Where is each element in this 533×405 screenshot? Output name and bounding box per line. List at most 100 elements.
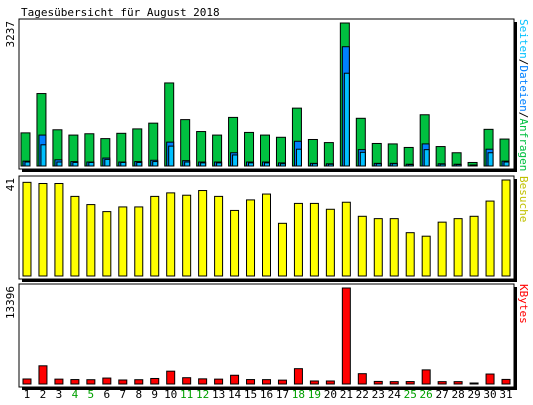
bar-kbytes-kbytes-day-25 (405, 381, 415, 385)
bar-visits-besuche-day-23 (373, 218, 383, 277)
bar-visits-besuche-day-31 (501, 179, 511, 277)
x-tick-label: 10 (164, 388, 177, 401)
x-tick-label: 13 (212, 388, 225, 401)
bar-kbytes-kbytes-day-5 (86, 379, 96, 385)
panel-kbytes-frame (18, 283, 515, 388)
bar-hits-seiten-day-26 (423, 149, 430, 167)
x-tick-label: 31 (499, 388, 512, 401)
bar-kbytes-kbytes-day-15 (246, 379, 256, 385)
x-tick-label: 2 (40, 388, 47, 401)
bar-hits-seiten-day-7 (120, 161, 127, 167)
bar-visits-besuche-day-30 (485, 200, 495, 277)
bar-visits-besuche-day-13 (214, 195, 224, 277)
bar-hits-seiten-day-24 (391, 163, 398, 167)
bar-visits-besuche-day-21 (341, 201, 351, 277)
bar-hits-seiten-day-29 (471, 164, 478, 167)
panel-visits: 41 Besuche (4, 175, 530, 282)
bar-hits-anfragen-day-25 (403, 146, 414, 167)
x-tick-label: 12 (196, 388, 209, 401)
bar-hits-anfragen-day-17 (275, 136, 286, 167)
bar-visits-besuche-day-11 (182, 194, 192, 277)
x-tick-label: 15 (244, 388, 257, 401)
bar-visits-besuche-day-22 (357, 215, 367, 277)
bar-visits-besuche-day-14 (230, 209, 240, 277)
x-tick-label: 25 (404, 388, 417, 401)
bar-visits-besuche-day-17 (277, 222, 287, 277)
bar-kbytes-kbytes-day-20 (325, 380, 335, 385)
bar-visits-besuche-day-4 (70, 195, 80, 277)
x-tick-label: 16 (260, 388, 273, 401)
bar-hits-anfragen-day-13 (212, 134, 223, 167)
side-label-part: Besuche (517, 176, 530, 222)
chart-panels: 3237 Seiten/Dateien/Anfragen 41 Besuche 1339… (4, 18, 530, 390)
panel-kbytes: 13396 KBytes (4, 283, 530, 390)
bar-visits-besuche-day-20 (325, 208, 335, 277)
x-tick-label: 11 (180, 388, 193, 401)
bar-hits-seiten-day-22 (359, 151, 366, 167)
bar-visits-besuche-day-2 (38, 183, 48, 277)
bar-hits-seiten-day-2 (40, 144, 47, 167)
bar-kbytes-kbytes-day-6 (102, 377, 112, 385)
panel-hits-side-label: Seiten/Dateien/Anfragen (517, 19, 530, 171)
bar-hits-seiten-day-13 (216, 162, 223, 167)
bar-hits-seiten-day-20 (327, 163, 334, 167)
side-label-part: KBytes (517, 284, 530, 324)
bar-hits-seiten-day-28 (455, 164, 462, 167)
bar-visits-besuche-day-16 (262, 193, 271, 277)
bar-hits-seiten-day-30 (487, 152, 494, 167)
x-tick-label: 29 (467, 388, 480, 401)
bar-visits-besuche-day-1 (22, 181, 32, 277)
bar-visits-besuche-day-15 (246, 199, 256, 277)
bar-visits-besuche-day-24 (389, 218, 399, 277)
bar-hits-seiten-day-19 (311, 163, 318, 167)
bar-hits-seiten-day-12 (200, 162, 207, 167)
bar-kbytes-kbytes-day-10 (166, 370, 176, 385)
x-tick-label: 20 (324, 388, 337, 401)
bar-kbytes-kbytes-day-13 (214, 378, 224, 385)
bar-visits-besuche-day-25 (405, 232, 415, 277)
bar-hits-anfragen-day-11 (180, 119, 191, 167)
x-tick-label: 4 (72, 388, 79, 401)
panel-kbytes-max-label: 13396 (4, 286, 17, 319)
bar-kbytes-kbytes-day-26 (421, 369, 431, 385)
bar-hits-anfragen-day-15 (244, 131, 255, 167)
x-tick-label: 17 (276, 388, 289, 401)
panel-visits-max-label: 41 (4, 178, 17, 191)
bar-kbytes-kbytes-day-31 (501, 378, 511, 385)
bar-kbytes-kbytes-day-12 (198, 378, 208, 385)
bar-kbytes-kbytes-day-19 (309, 380, 319, 385)
bar-visits-besuche-day-5 (86, 204, 96, 277)
bar-hits-anfragen-day-7 (116, 132, 127, 167)
bar-kbytes-kbytes-day-8 (134, 379, 144, 385)
bar-hits-anfragen-day-19 (307, 138, 318, 167)
bar-visits-besuche-day-9 (150, 195, 160, 277)
bar-hits-seiten-day-10 (168, 145, 175, 167)
bar-hits-seiten-day-18 (295, 148, 302, 167)
bar-hits-seiten-day-16 (264, 162, 270, 167)
bar-visits-besuche-day-8 (134, 206, 144, 277)
panel-hits: 3237 Seiten/Dateien/Anfragen (4, 18, 530, 172)
x-tick-label: 19 (308, 388, 321, 401)
bar-hits-seiten-day-27 (439, 163, 446, 167)
x-tick-label: 26 (420, 388, 433, 401)
x-tick-label: 28 (451, 388, 464, 401)
x-tick-label: 9 (151, 388, 158, 401)
side-label-part: Seiten (517, 19, 530, 59)
bar-visits-besuche-day-6 (102, 211, 112, 277)
bar-visits-besuche-day-29 (469, 215, 479, 277)
x-tick-label: 22 (356, 388, 369, 401)
x-tick-label: 21 (340, 388, 353, 401)
bar-hits-anfragen-day-24 (387, 143, 398, 167)
x-tick-label: 8 (135, 388, 142, 401)
bar-hits-seiten-day-25 (407, 164, 414, 167)
bar-hits-anfragen-day-9 (148, 122, 159, 167)
bar-hits-seiten-day-6 (104, 158, 111, 167)
bar-visits-besuche-day-27 (437, 221, 447, 277)
bar-hits-anfragen-day-8 (132, 128, 143, 167)
bar-kbytes-kbytes-day-27 (437, 381, 447, 385)
x-tick-label: 1 (24, 388, 31, 401)
bar-hits-seiten-day-31 (503, 161, 510, 167)
bar-visits-besuche-day-10 (166, 192, 176, 277)
bar-kbytes-kbytes-day-21 (341, 287, 351, 385)
